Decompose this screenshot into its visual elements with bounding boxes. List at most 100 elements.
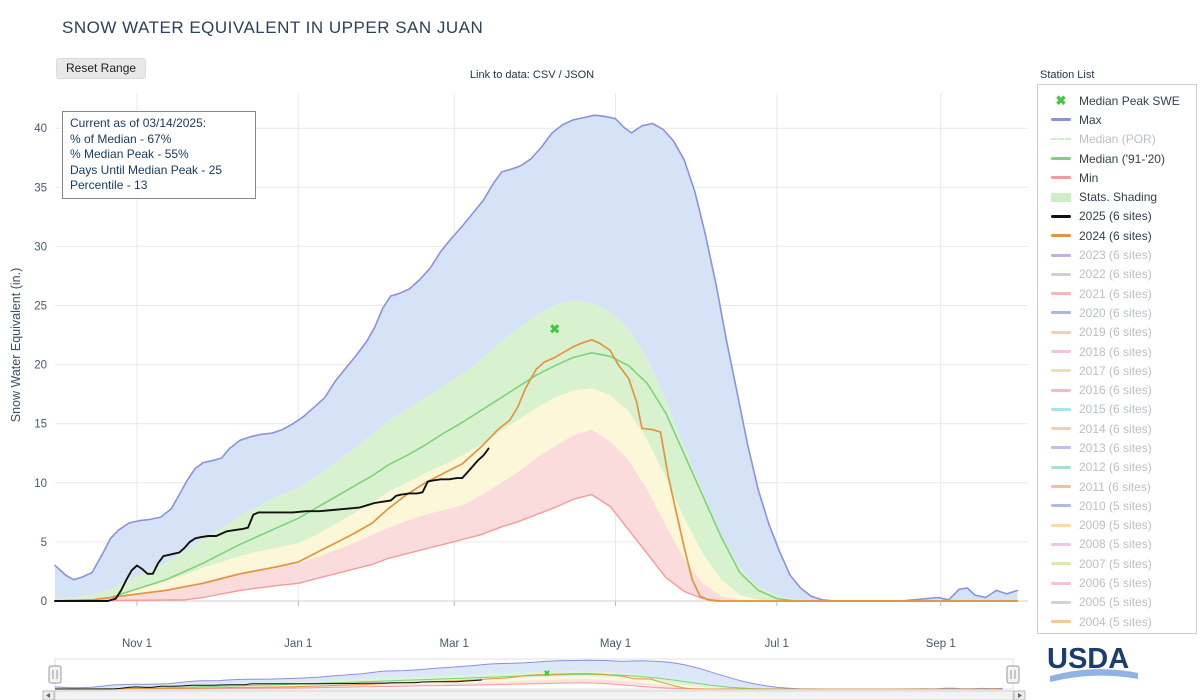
- legend-label: 2005 (5 sites): [1079, 595, 1152, 610]
- y-tick-label: 5: [41, 537, 47, 549]
- legend-label: 2017 (6 sites): [1079, 363, 1152, 378]
- legend-item-median-peak-swe[interactable]: ✖ Median Peak SWE: [1038, 91, 1196, 110]
- navigator-handle-left[interactable]: [48, 665, 62, 684]
- legend-label: 2021 (6 sites): [1079, 286, 1152, 301]
- legend-swatch-line-icon: [1050, 176, 1072, 180]
- band-p70-p30: [55, 299, 1018, 601]
- series-line-min: [54, 493, 1019, 602]
- legend-swatch-line-icon: [1050, 562, 1072, 566]
- legend-item-2015-6-sites[interactable]: 2015 (6 sites): [1038, 400, 1196, 419]
- y-axis-title: Snow Water Equivalent (in.): [9, 267, 23, 423]
- json-link[interactable]: JSON: [564, 69, 595, 81]
- y-tick-label: 10: [34, 478, 47, 490]
- legend-label: 2004 (5 sites): [1079, 614, 1152, 629]
- legend-item-2024-6-sites[interactable]: 2024 (6 sites): [1038, 226, 1196, 245]
- legend-swatch-line-icon: [1050, 350, 1072, 353]
- legend-panel: ✖ Median Peak SWE Max Median (POR) Median ('…: [1037, 84, 1197, 634]
- series-line-median: [54, 351, 1019, 602]
- legend-item-2019-6-sites[interactable]: 2019 (6 sites): [1038, 323, 1196, 342]
- y-tick-label: 40: [34, 123, 47, 135]
- legend-swatch-line-icon: [1050, 465, 1072, 469]
- legend-item-2006-5-sites[interactable]: 2006 (5 sites): [1038, 573, 1196, 592]
- legend-label: 2013 (6 sites): [1079, 440, 1152, 455]
- legend-item-2014-6-sites[interactable]: 2014 (6 sites): [1038, 419, 1196, 438]
- legend-item-2012-6-sites[interactable]: 2012 (6 sites): [1038, 458, 1196, 477]
- y-tick-label: 30: [34, 241, 47, 253]
- y-tick-label: 35: [34, 182, 47, 194]
- legend-item-median-91-20[interactable]: Median ('91-'20): [1038, 149, 1196, 168]
- legend-swatch-line-icon: [1050, 523, 1072, 527]
- x-tick-label: May 1: [600, 638, 631, 650]
- y-tick-label: 25: [34, 301, 47, 313]
- navigator-series-max: [54, 659, 1003, 690]
- legend-label: 2019 (6 sites): [1079, 325, 1152, 340]
- band-p30-p10: [55, 388, 1018, 601]
- station-list-button[interactable]: Station List: [1040, 69, 1095, 81]
- status-line: Percentile - 13: [70, 178, 148, 193]
- legend-label: 2009 (5 sites): [1079, 518, 1152, 533]
- legend-item-2008-5-sites[interactable]: 2008 (5 sites): [1038, 535, 1196, 554]
- x-tick-label: Jan 1: [284, 638, 312, 650]
- page-title: SNOW WATER EQUIVALENT IN UPPER SAN JUAN: [62, 18, 484, 37]
- legend-item-2022-6-sites[interactable]: 2022 (6 sites): [1038, 265, 1196, 284]
- x-tick-label: Nov 1: [122, 638, 152, 650]
- legend-label: 2022 (6 sites): [1079, 267, 1152, 282]
- legend-swatch-marker-icon: ✖: [1055, 93, 1067, 109]
- legend-swatch-line-icon: [1050, 330, 1072, 334]
- legend-label: Min: [1079, 170, 1099, 185]
- legend-item-2020-6-sites[interactable]: 2020 (6 sites): [1038, 303, 1196, 322]
- legend-label: Stats. Shading: [1079, 190, 1158, 205]
- y-tick-label: 20: [34, 360, 47, 372]
- band-max-p70: [55, 115, 1018, 601]
- legend-swatch-line-icon: [1050, 157, 1072, 161]
- reset-range-button[interactable]: Reset Range: [56, 58, 147, 79]
- median-peak-marker-icon: ✖: [549, 322, 560, 337]
- legend-swatch-line-icon: [1050, 311, 1072, 315]
- legend-label: 2014 (6 sites): [1079, 421, 1152, 436]
- legend-item-2005-5-sites[interactable]: 2005 (5 sites): [1038, 593, 1196, 612]
- legend-swatch-line-icon: [1050, 581, 1072, 585]
- legend-swatch-line-icon: [1050, 504, 1072, 508]
- legend-item-2007-5-sites[interactable]: 2007 (5 sites): [1038, 554, 1196, 573]
- legend-label: Median (POR): [1079, 132, 1156, 147]
- legend-item-2021-6-sites[interactable]: 2021 (6 sites): [1038, 284, 1196, 303]
- navigator-median-peak-icon: ✖: [544, 669, 551, 678]
- y-tick-label: 0: [41, 596, 47, 608]
- legend-label: 2025 (6 sites): [1079, 209, 1152, 224]
- legend-item-2011-6-sites[interactable]: 2011 (6 sites): [1038, 477, 1196, 496]
- scrollbar-thumb[interactable]: [56, 692, 1012, 699]
- x-tick-label: Sep 1: [926, 638, 956, 650]
- legend-item-2013-6-sites[interactable]: 2013 (6 sites): [1038, 438, 1196, 457]
- legend-item-2009-5-sites[interactable]: 2009 (5 sites): [1038, 516, 1196, 535]
- legend-swatch-line-icon: [1050, 214, 1072, 218]
- navigator-band: [55, 676, 1003, 689]
- legend-swatch-line-icon: [1050, 407, 1072, 411]
- legend-swatch-line-icon: [1050, 542, 1072, 546]
- navigator-series-median: [54, 673, 1003, 690]
- navigator-band: [55, 678, 1003, 689]
- legend-item-2018-6-sites[interactable]: 2018 (6 sites): [1038, 342, 1196, 361]
- series-line-max: [54, 114, 1019, 602]
- legend-label: Median ('91-'20): [1079, 151, 1165, 166]
- legend-label: 2008 (5 sites): [1079, 537, 1152, 552]
- scrollbar-right-arrow-icon: [1018, 693, 1022, 698]
- legend-item-2017-6-sites[interactable]: 2017 (6 sites): [1038, 361, 1196, 380]
- legend-item-2025-6-sites[interactable]: 2025 (6 sites): [1038, 207, 1196, 226]
- legend-item-max[interactable]: Max: [1038, 110, 1196, 129]
- legend-label: Max: [1079, 112, 1102, 127]
- legend-item-min[interactable]: Min: [1038, 168, 1196, 187]
- legend-label: Median Peak SWE: [1079, 93, 1180, 108]
- legend-label: 2007 (5 sites): [1079, 556, 1152, 571]
- legend-item-stats-shading[interactable]: Stats. Shading: [1038, 187, 1196, 206]
- legend-item-2023-6-sites[interactable]: 2023 (6 sites): [1038, 245, 1196, 264]
- navigator-handle-right[interactable]: [1006, 665, 1020, 684]
- legend-item-2016-6-sites[interactable]: 2016 (6 sites): [1038, 380, 1196, 399]
- status-line: % of Median - 67%: [70, 131, 172, 146]
- legend-item-2010-5-sites[interactable]: 2010 (5 sites): [1038, 496, 1196, 515]
- csv-link[interactable]: CSV: [532, 69, 556, 81]
- legend-label: 2018 (6 sites): [1079, 344, 1152, 359]
- legend-item-median-por[interactable]: Median (POR): [1038, 130, 1196, 149]
- legend-item-2004-5-sites[interactable]: 2004 (5 sites): [1038, 612, 1196, 631]
